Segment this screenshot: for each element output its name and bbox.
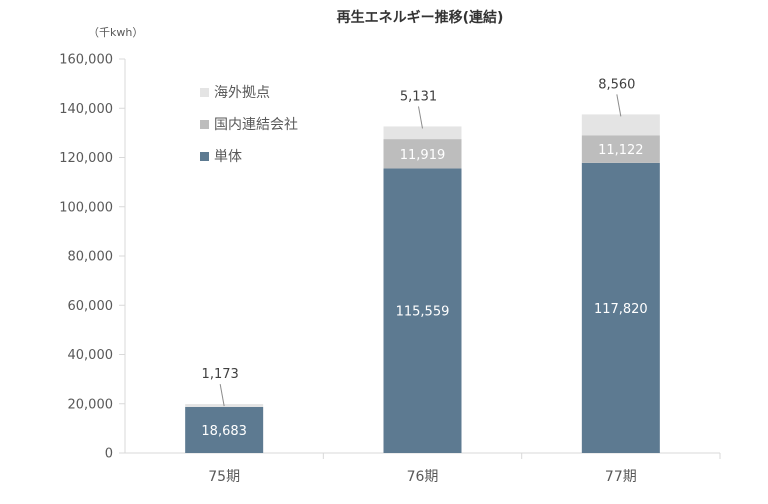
y-axis-unit-label: （千kwh） — [88, 26, 143, 39]
legend-label: 国内連結会社 — [214, 117, 298, 133]
chart-title: 再生エネルギー推移(連結) — [337, 9, 504, 26]
data-label: 5,131 — [400, 89, 437, 104]
bar-segment-parent — [185, 406, 264, 453]
data-labels: 18,683 1,173 115,559 11,919 5,131 117,820 11,1… — [201, 77, 647, 439]
bar-segment-domestic — [383, 139, 462, 169]
legend-swatch — [200, 152, 209, 161]
y-tick-label: 160,000 — [59, 53, 113, 68]
bar-segment-overseas — [383, 126, 462, 140]
leader-line — [418, 106, 423, 129]
y-tick-label: 100,000 — [59, 200, 113, 215]
bars — [185, 114, 660, 453]
axes: 0 20,000 40,000 60,000 80,000 100,000 120,000 1… — [59, 53, 721, 485]
legend-label: 単体 — [214, 149, 242, 165]
legend-swatch — [200, 88, 209, 97]
legend-label: 海外拠点 — [214, 85, 270, 101]
data-label: 8,560 — [598, 77, 635, 92]
legend-swatch — [200, 120, 209, 129]
y-tick-label: 60,000 — [68, 299, 114, 314]
x-tick-label: 75期 — [208, 469, 240, 485]
bar-segment-parent — [581, 162, 660, 453]
bar-segment-overseas — [581, 114, 660, 136]
data-label: 11,122 — [598, 143, 644, 158]
y-tick-label: 80,000 — [68, 250, 114, 265]
data-label: 11,919 — [400, 148, 446, 163]
x-tick-label: 77期 — [605, 469, 637, 485]
leader-line — [219, 384, 225, 407]
x-tick-label: 76期 — [407, 469, 439, 485]
bar-segment-domestic — [581, 135, 660, 163]
y-tick-label: 20,000 — [68, 397, 114, 412]
y-tick-label: 40,000 — [68, 348, 114, 363]
data-label: 1,173 — [202, 367, 239, 382]
y-tick-label: 0 — [105, 447, 113, 462]
leader-line — [616, 94, 622, 117]
y-tick-label: 120,000 — [59, 151, 113, 166]
data-label: 18,683 — [201, 424, 247, 439]
y-tick-label: 140,000 — [59, 102, 113, 117]
data-label: 117,820 — [594, 302, 648, 317]
data-label: 115,559 — [396, 305, 450, 320]
bar-segment-parent — [383, 168, 462, 453]
